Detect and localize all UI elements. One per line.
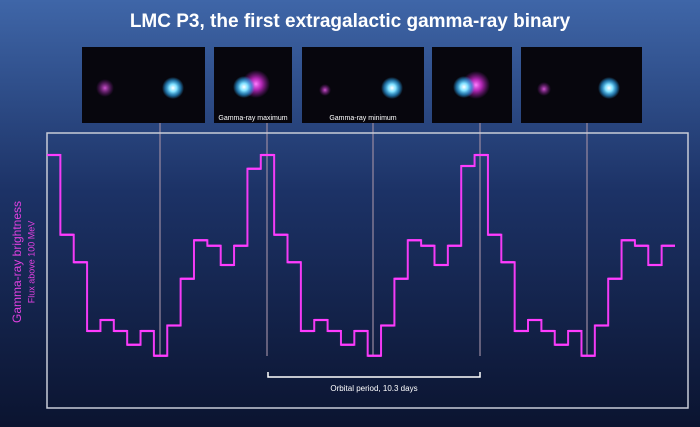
phase-lines xyxy=(159,123,588,356)
y-axis-label: Gamma-ray brightness xyxy=(10,201,24,323)
title: LMC P3, the first extragalactic gamma-ra… xyxy=(130,11,571,32)
period-bracket xyxy=(267,372,481,378)
orbit-images xyxy=(82,47,642,123)
y-axis-sublabel: Flux above 100 MeV xyxy=(26,221,36,304)
image-label: Gamma-ray minimum xyxy=(329,115,396,122)
plot-frame xyxy=(46,132,689,409)
period-label: Orbital period, 10.3 days xyxy=(330,384,417,393)
plot xyxy=(47,153,675,357)
image-label: Gamma-ray maximum xyxy=(218,115,287,122)
